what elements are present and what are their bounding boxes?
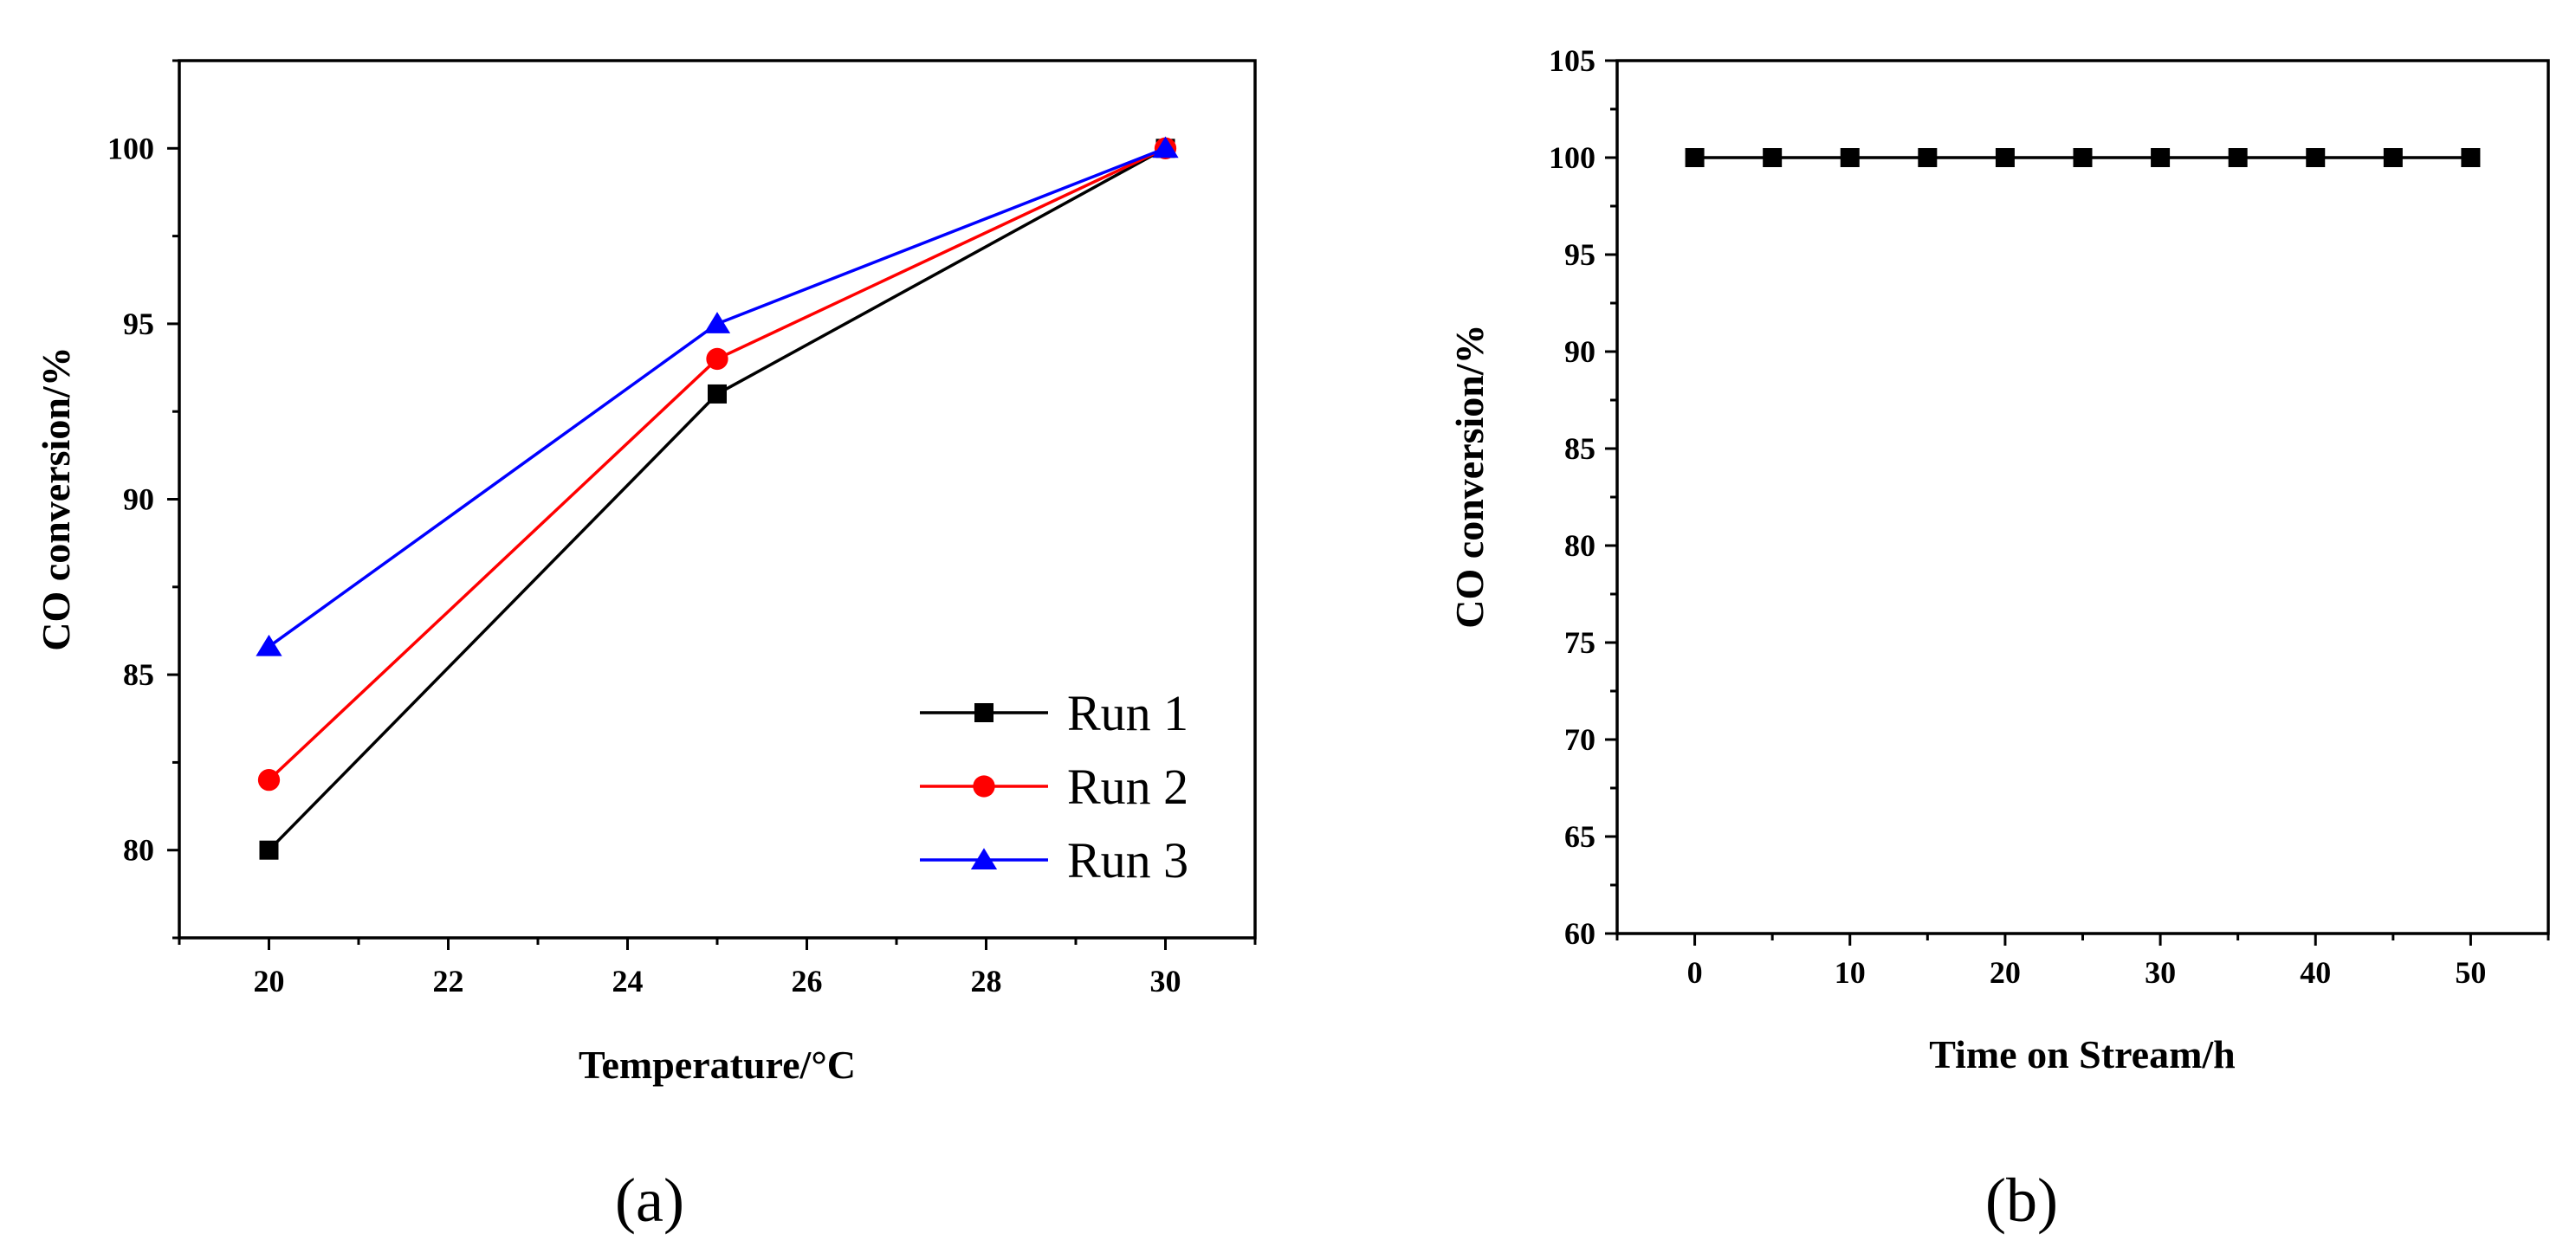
y-tick-label: 95 — [123, 307, 154, 341]
series-run-1 — [259, 139, 1175, 860]
data-point — [2461, 148, 2481, 167]
y-tick-label: 105 — [1549, 43, 1595, 78]
legend-marker — [970, 848, 998, 869]
y-tick-label: 100 — [1549, 140, 1595, 175]
x-tick-label: 22 — [433, 964, 464, 998]
data-point — [708, 384, 727, 404]
legend-label: Run 2 — [1067, 759, 1188, 815]
series-data — [1685, 148, 2481, 167]
y-tick-label: 90 — [123, 482, 154, 517]
x-tick-label: 30 — [2145, 955, 2176, 990]
data-point — [1995, 148, 2015, 167]
y-tick-label: 100 — [107, 131, 154, 165]
y-tick-label: 90 — [1564, 334, 1595, 369]
y-tick-label: 65 — [1564, 819, 1595, 854]
series-run-2 — [257, 137, 1177, 792]
panel-label: (a) — [615, 1166, 684, 1235]
x-tick-label: 50 — [2455, 955, 2486, 990]
data-point — [2151, 148, 2171, 167]
legend-label: Run 3 — [1067, 832, 1188, 888]
chart-b: 0 10 20 30 40 50 60 65 70 75 80 85 90 95 100 105 Time on… — [1447, 43, 2550, 1235]
data-point — [703, 312, 731, 333]
data-point — [257, 769, 281, 792]
x-tick-label: 20 — [1990, 955, 2021, 990]
x-tick-label: 0 — [1687, 955, 1703, 990]
legend: Run 1 Run 2 Run 3 — [920, 685, 1188, 888]
x-axis-title: Time on Stream/h — [1929, 1032, 2236, 1076]
data-point — [1918, 148, 1938, 167]
data-point — [2306, 148, 2326, 167]
series-line — [268, 146, 1167, 851]
y-tick-label: 75 — [1564, 625, 1595, 660]
plot-frame — [1615, 59, 2550, 935]
y-tick-label: 85 — [1564, 431, 1595, 466]
x-tick-label: 40 — [2300, 955, 2331, 990]
x-tick-label: 26 — [792, 964, 823, 998]
data-point — [706, 347, 728, 371]
y-axis-title: CO conversion/% — [34, 346, 78, 650]
data-point — [1152, 136, 1179, 158]
legend-marker — [974, 703, 994, 722]
chart-a: 20 22 24 26 28 30 80 85 90 95 100 Temperature/°C CO … — [34, 59, 1257, 1235]
legend-item: Run 3 — [920, 832, 1188, 888]
x-axis-title: Temperature/°C — [579, 1043, 856, 1087]
data-point — [259, 840, 279, 860]
y-tick-label: 70 — [1564, 722, 1595, 757]
panel-label: (b) — [1985, 1166, 2058, 1235]
legend-marker — [973, 775, 995, 798]
x-tick-label: 24 — [612, 964, 644, 998]
y-tick-label: 85 — [123, 657, 154, 692]
x-tick-label: 30 — [1150, 964, 1181, 998]
legend-item: Run 1 — [920, 685, 1188, 741]
x-tick-label: 28 — [971, 964, 1002, 998]
data-point — [2073, 148, 2093, 167]
y-axis-title: CO conversion/% — [1447, 324, 1492, 628]
data-point — [1685, 148, 1705, 167]
y-tick-label: 80 — [1564, 528, 1595, 563]
series-line — [268, 146, 1167, 781]
y-tick-label: 80 — [123, 833, 154, 868]
data-point — [1840, 148, 1860, 167]
y-tick-label: 95 — [1564, 237, 1595, 272]
data-point — [256, 634, 282, 656]
x-tick-label: 10 — [1835, 955, 1866, 990]
legend-item: Run 2 — [920, 759, 1188, 815]
series-run-3 — [256, 136, 1179, 656]
data-point — [1763, 148, 1783, 167]
data-point — [2383, 148, 2403, 167]
x-tick-label: 20 — [254, 964, 285, 998]
y-tick-label: 60 — [1564, 916, 1595, 951]
data-point — [2228, 148, 2248, 167]
legend-label: Run 1 — [1067, 685, 1188, 741]
